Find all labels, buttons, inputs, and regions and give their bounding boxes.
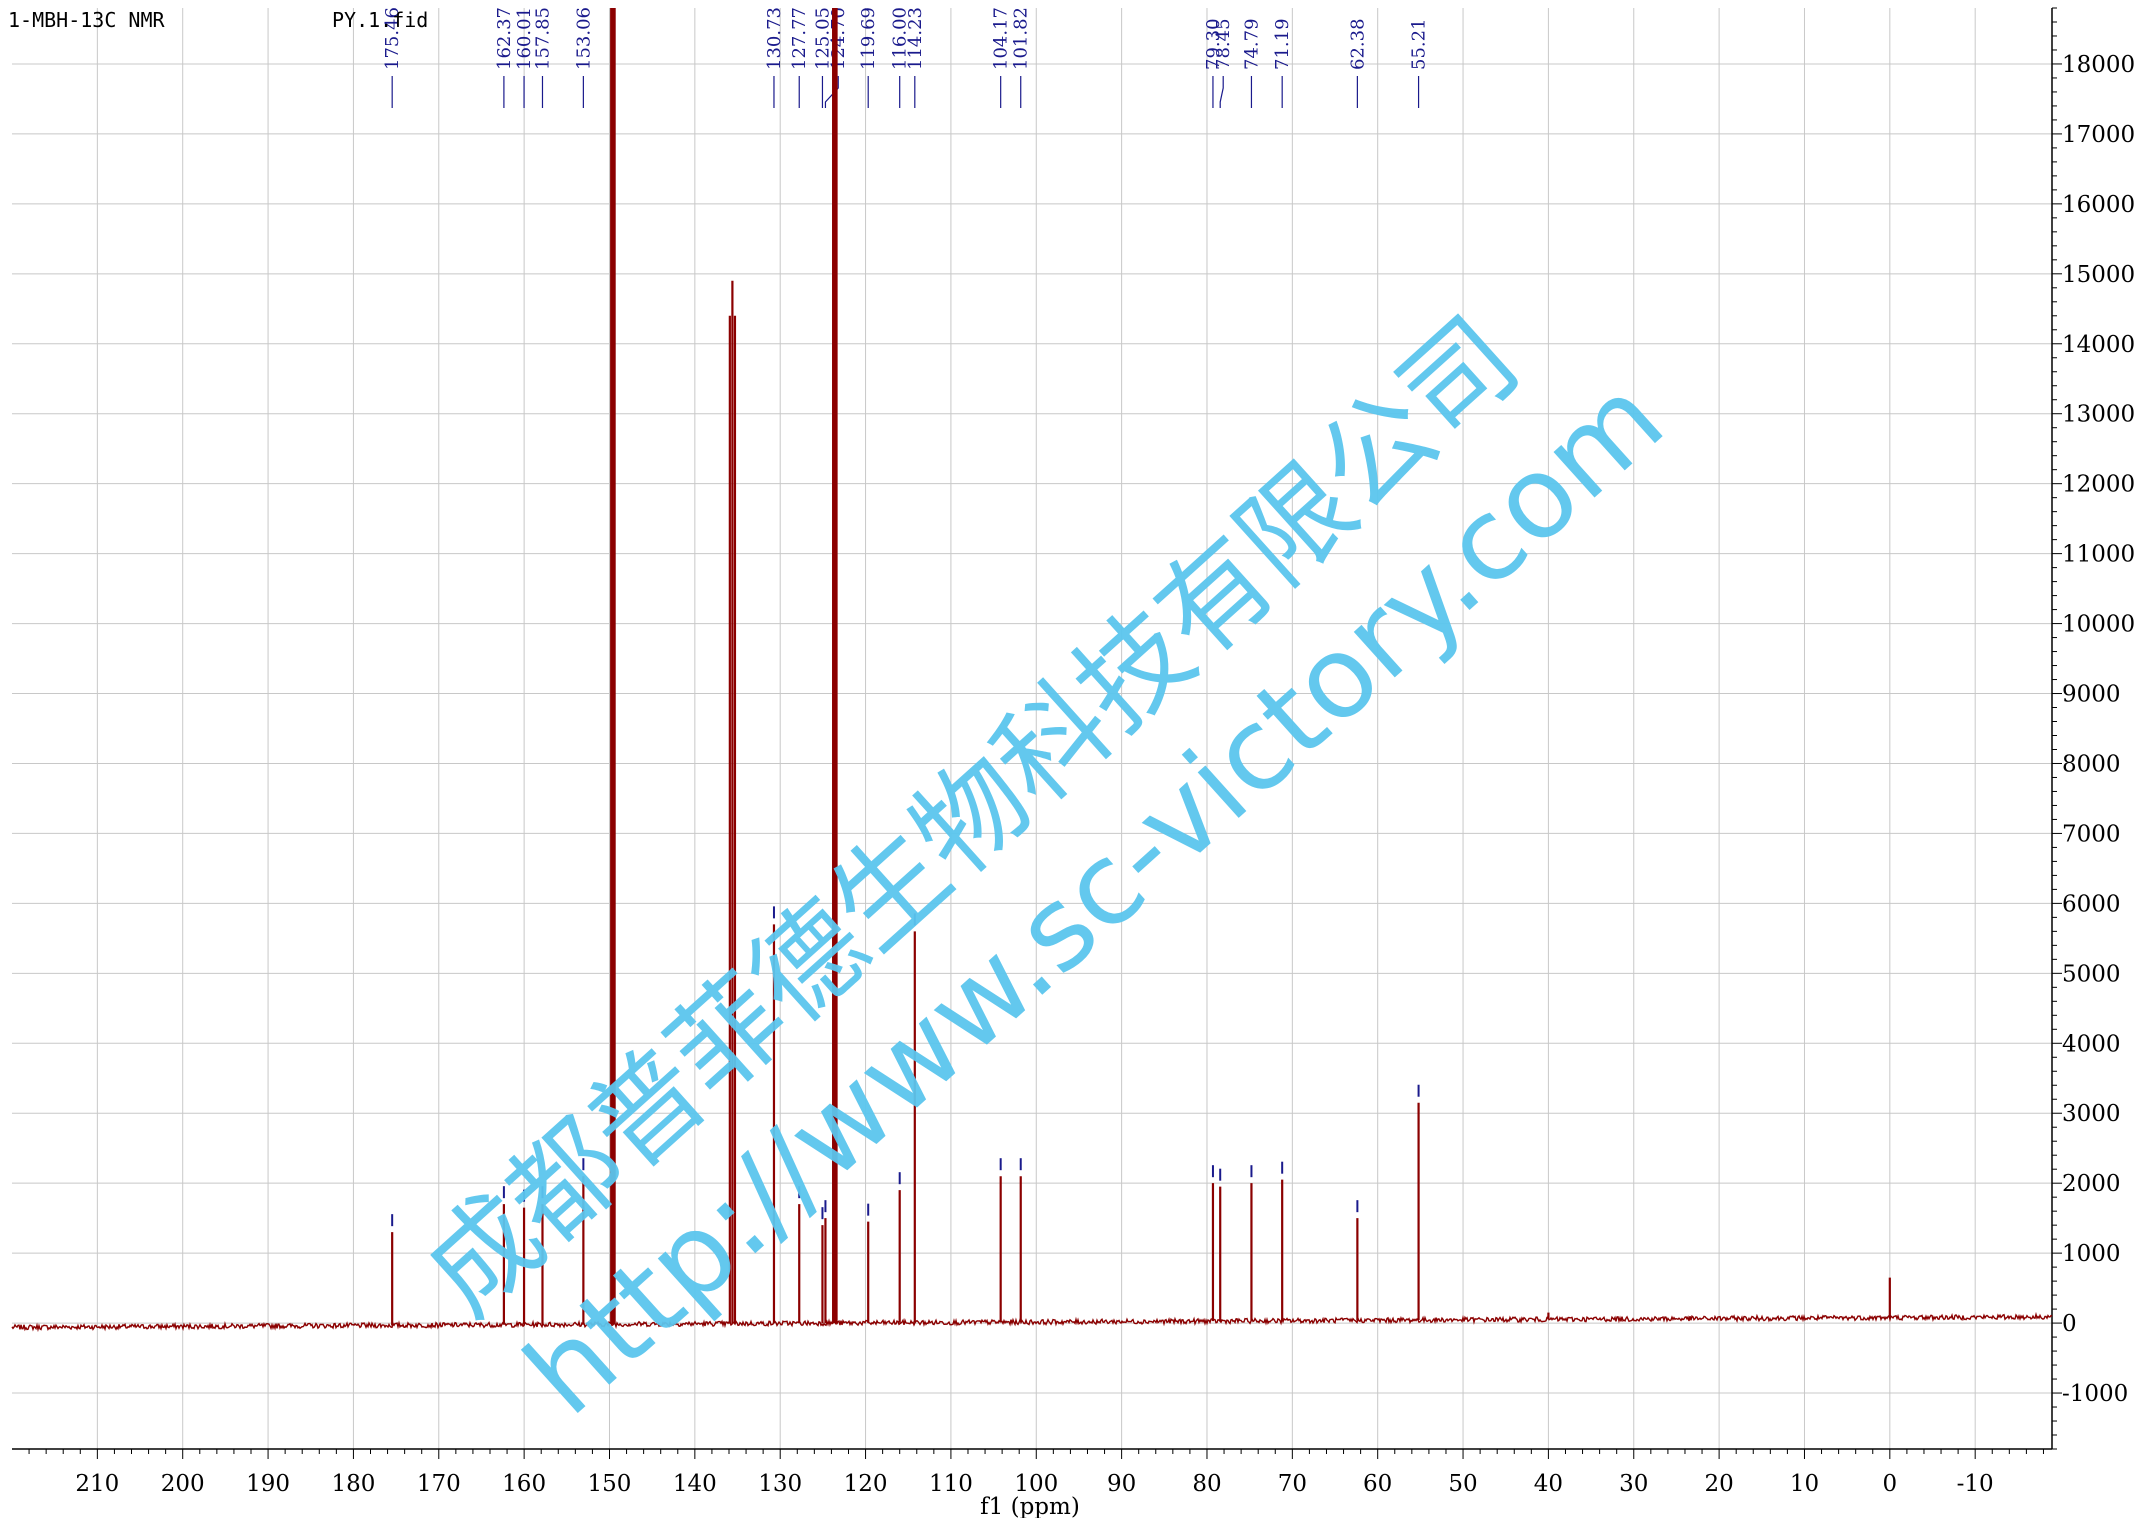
watermark: 成都普菲德生物科技有限公司 http://www.sc-victory.com xyxy=(401,293,1688,1440)
y-tick-label: 12000 xyxy=(2062,472,2135,498)
y-tick-label: 2000 xyxy=(2062,1171,2121,1197)
peak-label: 55.21 xyxy=(1409,18,1430,70)
y-tick-label: -1000 xyxy=(2062,1381,2128,1407)
y-tick-label: 11000 xyxy=(2062,542,2135,568)
peak-label-connector xyxy=(824,76,839,108)
x-tick-label: 160 xyxy=(502,1471,546,1497)
x-tick-label: 110 xyxy=(929,1471,973,1497)
peak-label: 114.23 xyxy=(905,7,926,70)
x-tick-label: 120 xyxy=(844,1471,888,1497)
axes: 210 200 190 180 170 160 150 140 130 120 110 100 90 80… xyxy=(12,7,2135,1497)
peak-label: 153.06 xyxy=(573,7,594,70)
y-tick-label: 17000 xyxy=(2062,122,2135,148)
peak-label: 79.30 xyxy=(1203,18,1224,70)
watermark-url: http://www.sc-victory.com xyxy=(501,353,1688,1440)
x-tick-label: 100 xyxy=(1014,1471,1058,1497)
y-tick-label: 10000 xyxy=(2062,612,2135,638)
x-tick-label: 190 xyxy=(246,1471,290,1497)
file-label: PY.1.fid xyxy=(332,8,428,32)
y-tick-label: 6000 xyxy=(2062,891,2121,917)
x-tick-label: -10 xyxy=(1957,1471,1994,1497)
x-tick-label: 30 xyxy=(1619,1471,1648,1497)
y-tick-label: 16000 xyxy=(2062,192,2135,218)
x-axis-title: f1 (ppm) xyxy=(980,1494,1080,1518)
peak-label: 119.69 xyxy=(858,7,879,70)
x-tick-label: 0 xyxy=(1883,1471,1898,1497)
x-tick-label: 210 xyxy=(75,1471,119,1497)
x-tick-label: 50 xyxy=(1448,1471,1477,1497)
y-tick-label: 13000 xyxy=(2062,402,2135,428)
y-tick-label: 9000 xyxy=(2062,682,2121,708)
peak-label: 175.46 xyxy=(382,7,403,70)
x-tick-label: 90 xyxy=(1107,1471,1136,1497)
peak-label: 62.38 xyxy=(1347,18,1368,70)
y-tick-label: 15000 xyxy=(2062,262,2135,288)
experiment-label: 1-MBH-13C NMR xyxy=(8,8,165,32)
y-tick-label: 7000 xyxy=(2062,821,2121,847)
peak-label: 71.19 xyxy=(1272,18,1293,70)
x-tick-label: 40 xyxy=(1534,1471,1563,1497)
x-tick-label: 200 xyxy=(161,1471,205,1497)
x-tick-label: 130 xyxy=(758,1471,802,1497)
peak-label: 101.82 xyxy=(1011,7,1032,70)
x-tick-label: 170 xyxy=(417,1471,461,1497)
peak-label: 104.17 xyxy=(991,7,1012,70)
peak-label: 162.37 xyxy=(494,7,515,70)
x-tick-label: 20 xyxy=(1704,1471,1733,1497)
x-tick-label: 140 xyxy=(673,1471,717,1497)
x-tick-label: 80 xyxy=(1192,1471,1221,1497)
peak-label: 130.73 xyxy=(764,7,785,70)
peak-label: 78.45 xyxy=(1213,18,1234,70)
y-tick-label: 0 xyxy=(2062,1311,2077,1337)
peak-label: 74.79 xyxy=(1241,18,1262,70)
y-tick-label: 1000 xyxy=(2062,1241,2121,1267)
peak-label: 157.85 xyxy=(532,7,553,70)
y-tick-label: 8000 xyxy=(2062,751,2121,777)
x-tick-label: 10 xyxy=(1790,1471,1819,1497)
x-tick-label: 70 xyxy=(1278,1471,1307,1497)
spectrum-baseline xyxy=(11,1311,2053,1333)
spectrum-trace xyxy=(11,8,2053,1333)
x-tick-label: 180 xyxy=(331,1471,375,1497)
peak-label: 124.70 xyxy=(828,7,849,70)
peak-label: 116.00 xyxy=(890,7,911,70)
y-tick-label: 5000 xyxy=(2062,961,2121,987)
peak-label: 160.01 xyxy=(514,7,535,70)
peak-label-connector xyxy=(1219,76,1224,108)
peak-label: 125.05 xyxy=(812,7,833,70)
x-tick-label: 60 xyxy=(1363,1471,1392,1497)
y-tick-label: 18000 xyxy=(2062,52,2135,78)
peak-label: 127.77 xyxy=(789,7,810,70)
y-tick-label: 3000 xyxy=(2062,1101,2121,1127)
x-tick-label: 150 xyxy=(588,1471,632,1497)
y-tick-label: 14000 xyxy=(2062,332,2135,358)
y-tick-label: 4000 xyxy=(2062,1031,2121,1057)
